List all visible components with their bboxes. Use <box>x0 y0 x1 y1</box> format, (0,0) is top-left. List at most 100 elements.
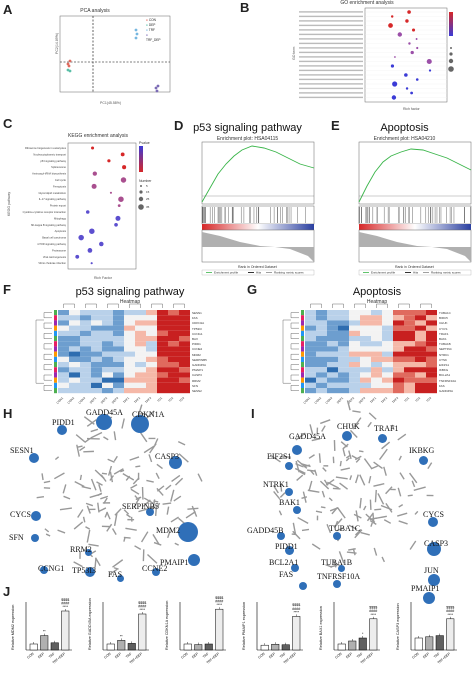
gsea-p53-plottitle: Enrichment plot: HSA04115 <box>216 136 279 142</box>
heatmap-row-annotation <box>301 382 304 388</box>
network-edge <box>109 471 114 483</box>
heatmap-cell <box>124 330 135 336</box>
network-edge <box>374 508 382 511</box>
kegg-xlabel: Rich Factor <box>94 276 113 280</box>
network-edge <box>90 478 97 491</box>
heatmap-gene-label: NTRK1 <box>439 352 449 357</box>
heatmap-cell <box>124 362 135 368</box>
network-edge <box>197 473 203 482</box>
heatmap-cell <box>382 372 393 378</box>
kegg-pathway-label: Apoptosis <box>55 229 67 233</box>
heatmap-cell <box>58 382 69 388</box>
heatmap-cell <box>157 351 168 357</box>
bar-category-label: CON <box>103 651 112 659</box>
network-edge <box>348 450 352 460</box>
network-edge <box>111 528 117 535</box>
network-edge <box>326 524 332 534</box>
heatmap-cell <box>168 382 179 388</box>
heatmap-cell <box>157 346 168 352</box>
heatmap-row-annotation <box>301 346 304 352</box>
network-edge <box>120 469 125 473</box>
gsea-apoptosis-title: Apoptosis <box>380 122 429 134</box>
network-edge <box>413 486 426 491</box>
go-plot: Rich factor GO term <box>292 7 454 111</box>
network-edge <box>142 499 151 507</box>
network-edge <box>86 529 91 543</box>
network-edge <box>309 424 314 435</box>
network-node <box>40 566 48 574</box>
network-gene-label: CCNE2 <box>142 564 168 573</box>
heatmap-cell <box>124 336 135 342</box>
panel-a: A PCA analysis PC2(14.89%) PC1(45.58%) ●… <box>0 0 171 112</box>
go-dot <box>415 38 418 40</box>
network-edge <box>363 458 372 469</box>
bar-significance: **** <box>216 603 222 607</box>
go-term-label <box>299 15 363 18</box>
heatmap-sample-label: TRF2 <box>380 396 388 404</box>
heatmap-cell <box>393 362 404 368</box>
network-gene-label: SESN1 <box>10 446 34 455</box>
svg-text:Ranking metric scores: Ranking metric scores <box>431 271 461 275</box>
network-node <box>188 554 200 566</box>
heatmap-cell <box>327 351 338 357</box>
heatmap-sample-label: CON1 <box>55 396 64 405</box>
go-term-label <box>299 60 363 63</box>
network-edge <box>83 416 95 425</box>
network-edge <box>89 493 102 499</box>
network-gene-label: CYCS <box>10 510 31 519</box>
network-edge <box>85 502 94 507</box>
heatmap-cell <box>382 320 393 326</box>
network-gene-label: BAK1 <box>279 498 300 507</box>
heatmap-cell <box>426 336 437 342</box>
kegg-pathway-label: IL-17 signaling pathway <box>39 197 67 201</box>
heatmap-cell <box>58 320 69 326</box>
network-edge <box>397 487 402 497</box>
go-term-label <box>299 42 363 45</box>
network-node <box>284 545 294 555</box>
heatmap-cell <box>404 341 415 347</box>
heatmap-row-annotation <box>54 382 57 388</box>
heatmap-cell <box>69 356 80 362</box>
heatmap-cell <box>69 320 80 326</box>
network-edge <box>369 519 377 525</box>
heatmap-cell <box>327 372 338 378</box>
bar-significance: $$$$ <box>215 596 223 600</box>
network-node <box>131 415 149 433</box>
kegg-dot <box>91 183 97 189</box>
heatmap-cell <box>371 362 382 368</box>
bar-category-label: TRF <box>356 652 364 659</box>
network-node <box>146 508 154 516</box>
heatmap-sample-label: TRF3 <box>391 396 399 404</box>
heatmap-cell <box>393 310 404 316</box>
network-edge <box>125 527 137 531</box>
heatmap-cell <box>102 315 113 321</box>
heatmap-cell <box>371 382 382 388</box>
heatmap-cell <box>135 382 146 388</box>
heatmap-row-annotation <box>54 372 57 378</box>
bar-chart-ylabel: Relative CDKN1A expression <box>165 601 169 650</box>
network-edge <box>130 484 138 489</box>
heatmap-cell <box>426 330 437 336</box>
network-gene-label: SFN <box>9 533 24 542</box>
heatmap-cell <box>124 341 135 347</box>
kegg-dot <box>75 254 80 259</box>
go-dot <box>408 42 411 45</box>
network-edge <box>113 567 119 570</box>
kegg-pathway-label: mTOR signaling pathway <box>37 242 67 246</box>
bar-category-label: CON <box>257 651 266 659</box>
heatmap-cell <box>69 341 80 347</box>
network-edge <box>175 477 184 486</box>
heatmap-cell <box>179 382 190 388</box>
kegg-dot <box>90 262 93 265</box>
network-edge <box>367 421 372 428</box>
network-edge <box>368 412 377 420</box>
heatmap-cell <box>371 367 382 373</box>
panel-label-a: A <box>3 2 13 17</box>
bar <box>358 637 367 651</box>
heatmap-cell <box>426 341 437 347</box>
network-edge <box>171 474 181 482</box>
heatmap-cell <box>146 388 157 394</box>
svg-text:Hits: Hits <box>413 271 419 275</box>
bar-significance: #### <box>215 600 223 604</box>
go-term-label <box>299 29 363 31</box>
